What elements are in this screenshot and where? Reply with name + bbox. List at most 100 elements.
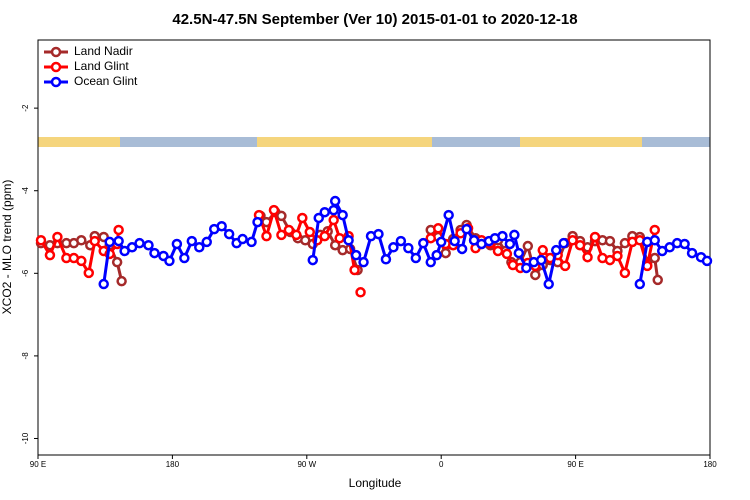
data-point — [582, 251, 593, 263]
data-point — [216, 220, 227, 232]
data-point — [559, 260, 571, 272]
data-point — [425, 232, 436, 244]
data-point — [403, 242, 414, 254]
data-point — [349, 264, 360, 276]
data-point — [237, 233, 248, 245]
data-point — [329, 239, 341, 251]
data-point — [76, 255, 87, 267]
data-point — [252, 216, 263, 228]
data-point — [328, 214, 339, 226]
sea-band — [642, 137, 710, 147]
y-tick-label: -10 — [21, 432, 30, 444]
data-point — [432, 223, 444, 234]
data-point — [652, 274, 663, 286]
data-point — [456, 243, 468, 255]
data-point — [543, 278, 554, 290]
x-tick-label: 180 — [703, 460, 717, 469]
data-point — [536, 254, 547, 266]
data-point — [461, 223, 472, 235]
data-point — [395, 235, 407, 247]
data-point — [113, 235, 124, 247]
data-point — [425, 256, 436, 268]
data-point — [558, 237, 569, 249]
data-point — [35, 235, 47, 246]
data-point — [76, 235, 87, 246]
data-point — [410, 252, 422, 264]
y-tick-label: -4 — [21, 187, 30, 195]
data-point — [435, 236, 447, 248]
data-point — [522, 240, 534, 252]
land-sea-strip — [38, 137, 710, 147]
data-point — [513, 247, 525, 259]
data-point — [319, 230, 330, 242]
data-point — [329, 195, 341, 207]
data-point — [319, 206, 330, 218]
x-tick-label: 90 W — [297, 460, 316, 469]
data-point — [179, 252, 190, 264]
data-point — [358, 256, 369, 268]
data-point — [501, 248, 513, 260]
data-point — [98, 278, 109, 290]
data-point — [504, 238, 516, 250]
data-point — [550, 244, 562, 256]
data-point — [567, 235, 578, 246]
data-point — [44, 249, 56, 261]
data-point — [334, 232, 345, 244]
data-point — [649, 224, 660, 236]
data-point — [246, 236, 257, 248]
legend-label: Land Nadir — [74, 44, 133, 58]
chart-title: 42.5N-47.5N September (Ver 10) 2015-01-0… — [172, 11, 577, 28]
data-point — [612, 250, 623, 262]
data-point — [201, 236, 212, 248]
data-point — [276, 210, 287, 222]
y-tick-label: -8 — [21, 352, 30, 360]
data-point — [686, 247, 698, 259]
data-point — [328, 204, 339, 216]
data-point — [149, 247, 160, 259]
data-point — [304, 226, 316, 238]
data-point — [343, 235, 354, 246]
data-point — [649, 252, 660, 264]
data-point — [313, 212, 324, 224]
data-point — [276, 229, 287, 241]
data-point — [113, 224, 124, 236]
sea-band — [432, 137, 520, 147]
data-point — [679, 238, 690, 250]
x-tick-label: 0 — [439, 460, 444, 469]
data-point — [634, 278, 646, 290]
land-band — [520, 137, 642, 147]
data-point — [521, 262, 532, 274]
x-axis-label: Longitude — [349, 476, 402, 490]
data-point — [664, 242, 675, 253]
data-point — [380, 254, 392, 265]
data-point — [126, 242, 138, 253]
data-point — [83, 267, 95, 279]
data-point — [283, 224, 295, 236]
data-point — [619, 267, 631, 279]
legend-label: Ocean Glint — [74, 74, 138, 88]
y-axis-label: XCO2 - MLO trend (ppm) — [0, 180, 14, 315]
data-point — [307, 254, 319, 266]
data-point — [350, 249, 362, 261]
data-point — [171, 238, 183, 250]
data-point — [388, 242, 399, 253]
data-point — [143, 239, 154, 251]
data-point — [604, 235, 616, 247]
data-point — [291, 229, 302, 241]
data-point — [186, 235, 198, 247]
y-tick-label: -6 — [21, 269, 30, 277]
land-band — [38, 137, 120, 147]
x-tick-label: 180 — [166, 460, 180, 469]
data-point — [418, 237, 429, 249]
data-point — [164, 255, 175, 267]
data-point — [297, 212, 308, 224]
data-point — [649, 235, 660, 246]
legend-marker — [50, 46, 62, 58]
data-point — [355, 287, 366, 298]
data-point — [116, 275, 127, 287]
data-point — [701, 255, 713, 267]
legend-marker — [50, 61, 62, 73]
data-point — [268, 204, 280, 216]
data-point — [337, 209, 348, 221]
